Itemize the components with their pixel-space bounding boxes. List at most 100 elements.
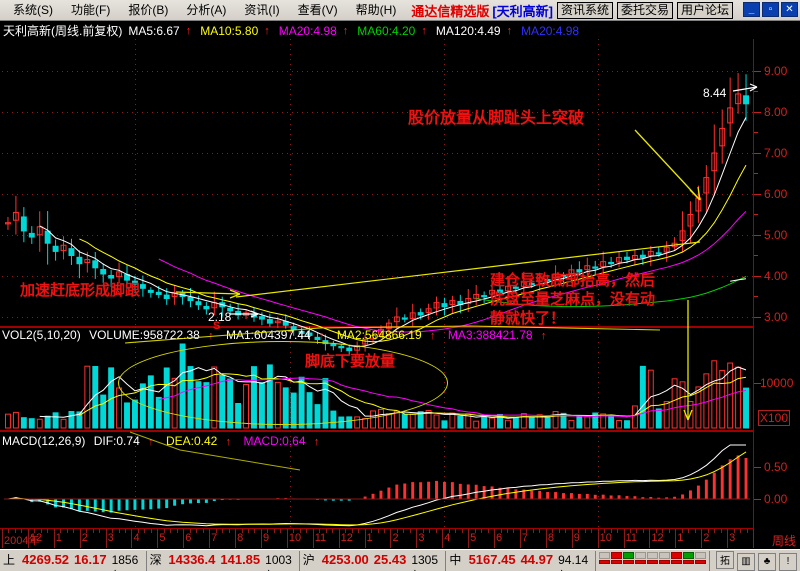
- annotation-accumulate-line2: 洗盘至量芝麻点，没有动: [490, 290, 656, 308]
- index-shenzhen-change: 141.85: [220, 551, 261, 567]
- menu-item-help[interactable]: 帮助(H): [355, 2, 397, 17]
- tuo-button[interactable]: 拓 ▥ ♣ !: [710, 550, 800, 571]
- gridline-500: [2, 235, 755, 236]
- volume-ma-20: [158, 377, 747, 418]
- legend-ma60: MA60:4.20: [357, 23, 416, 38]
- gridline-800: [2, 112, 755, 113]
- user-forum-button[interactable]: 用户论坛: [677, 1, 734, 19]
- menu-item-analysis[interactable]: 分析(A): [186, 2, 227, 17]
- index-hushen-amount: 1305亿: [411, 552, 439, 571]
- date-separator: [338, 529, 340, 548]
- arrow-icon-2: ↑: [264, 24, 270, 37]
- trade-button[interactable]: 委托交易: [617, 1, 674, 19]
- macd-panel-bottom: [0, 528, 754, 529]
- date-label: 2: [392, 532, 399, 544]
- menu-bar[interactable]: 系统(S) 功能(F) 报价(B) 分析(A) 资讯(I) 查看(V) 帮助(H…: [0, 1, 405, 20]
- date-tick: [170, 529, 171, 533]
- date-separator: [79, 529, 81, 548]
- macd-dea: DEA:0.42: [165, 434, 218, 448]
- volume-ma2: MA2:564866.19: [336, 328, 422, 342]
- arrow-icon-4: ↑: [421, 24, 427, 37]
- menu-item-news[interactable]: 资讯(I): [244, 2, 280, 17]
- vgrid-v4: [598, 327, 599, 431]
- date-label: 2: [81, 532, 88, 544]
- date-tick: [177, 529, 178, 533]
- antenna-icon[interactable]: ♣: [758, 552, 776, 571]
- arrow-icon-d3: ↑: [313, 436, 320, 448]
- date-tick: [248, 529, 249, 533]
- minimize-button[interactable]: _: [743, 2, 760, 17]
- date-tick: [734, 529, 735, 533]
- menu-item-quote[interactable]: 报价(B): [128, 2, 169, 17]
- vgrid-1: [135, 39, 136, 327]
- date-tick: [67, 529, 68, 533]
- annotation-heel: 加速赶底形成脚跟: [20, 281, 141, 299]
- date-tick: [41, 529, 42, 533]
- heat-cell: [695, 551, 706, 559]
- date-tick: [119, 529, 120, 533]
- price-tick-800: [754, 112, 761, 113]
- date-tick: [475, 529, 476, 533]
- date-tick: [591, 529, 592, 533]
- legend-ma20: MA20:4.98: [278, 23, 337, 38]
- heat-cell: [659, 559, 670, 564]
- signal-icon[interactable]: ▥: [737, 552, 755, 571]
- tuo-label[interactable]: 拓: [716, 550, 734, 569]
- index-hushen-value: 4253.00: [321, 551, 369, 567]
- heat-row-bottom: [599, 559, 706, 564]
- macd-panel-top: [0, 431, 754, 432]
- date-tick: [462, 529, 463, 533]
- index-shenzhen[interactable]: 深证 14336.4 141.85 1003亿: [147, 550, 300, 571]
- heat-cell: [611, 559, 622, 564]
- menu-item-system[interactable]: 系统(S): [13, 2, 53, 17]
- menu-item-function[interactable]: 功能(F): [71, 2, 111, 17]
- price-tick-300: [754, 317, 761, 318]
- date-label: 6: [496, 532, 503, 544]
- index-shanghai[interactable]: 上证 4269.52 16.17 1856亿: [0, 550, 147, 571]
- heat-cell: [611, 551, 622, 559]
- date-tick: [455, 529, 456, 533]
- news-system-button[interactable]: 资讯系统: [557, 1, 614, 19]
- macd-label-050: 0.50: [764, 460, 788, 474]
- current-stock: [天利高新]: [492, 3, 554, 19]
- date-tick: [740, 529, 741, 533]
- vgrid-v1: [135, 327, 136, 431]
- annotation-accumulate-line3: 静就快了！: [490, 309, 566, 327]
- volume-label-10000: 10000: [760, 376, 794, 390]
- date-tick: [533, 529, 534, 533]
- vgrid-2: [290, 39, 291, 327]
- date-label: 3: [107, 532, 114, 544]
- date-separator: [442, 529, 444, 548]
- date-label: 10: [599, 532, 612, 544]
- date-label: 11: [314, 532, 327, 544]
- date-tick: [604, 529, 605, 533]
- close-button[interactable]: ✕: [781, 2, 798, 17]
- window-controls[interactable]: _ ▫ ✕: [743, 2, 798, 17]
- macd-tick-050: [754, 467, 761, 468]
- date-axis[interactable]: 2004年 12 1 2 3 4 5 6 7 8 9 10 11 12 1 2 3 4 5 6 7 8 9 10 11 12 1 2 3: [0, 529, 800, 548]
- menu-item-view[interactable]: 查看(V): [297, 2, 338, 17]
- date-tick: [585, 529, 586, 533]
- date-separator: [519, 529, 521, 548]
- date-tick: [371, 529, 372, 533]
- date-separator: [286, 529, 288, 548]
- index-shanghai-name: 上证: [3, 552, 16, 571]
- ma-line-5: [39, 117, 747, 348]
- index-zhongxiao[interactable]: 中小 5167.45 44.97 94.14亿: [446, 550, 596, 571]
- maximize-button[interactable]: ▫: [762, 2, 779, 17]
- date-label: 4: [133, 532, 140, 544]
- date-tick: [151, 529, 152, 533]
- date-tick: [682, 529, 683, 533]
- market-heat-grid[interactable]: [596, 550, 710, 571]
- heat-row-top: [599, 551, 706, 559]
- date-separator: [468, 529, 470, 548]
- date-tick: [196, 529, 197, 533]
- gridline-900: [2, 71, 755, 72]
- period-label: 周线: [771, 534, 796, 548]
- date-tick: [481, 529, 482, 533]
- info-icon[interactable]: !: [779, 552, 797, 571]
- index-hushen[interactable]: 沪深 4253.00 25.43 1305亿: [300, 550, 447, 571]
- price-label-800: 8.00: [764, 105, 788, 119]
- date-label: 1: [677, 532, 684, 544]
- vgrid-m4: [598, 431, 599, 529]
